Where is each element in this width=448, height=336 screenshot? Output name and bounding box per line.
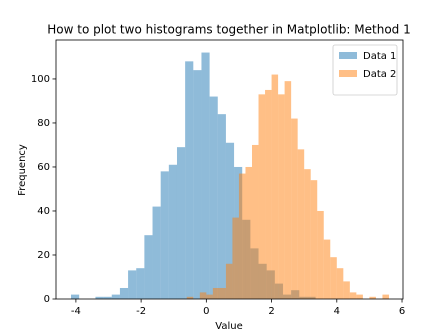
histogram-bar [209,96,218,299]
histogram-bar [225,263,233,299]
x-tick-label: 6 [399,306,405,317]
x-tick-label: -2 [136,306,146,317]
histogram-bar [265,89,272,299]
histogram-bar [144,235,153,299]
histogram-bar [349,292,357,299]
histogram-bar [291,118,298,299]
y-tick-label: 80 [37,118,50,129]
histogram-bar [111,294,120,299]
y-tick-label: 40 [37,206,50,217]
histogram-bar [369,296,376,299]
histogram-bar [201,52,210,299]
x-tick-label: -4 [71,306,81,317]
histogram-bar [219,287,226,299]
histogram-bar [304,169,311,299]
histogram-bar [284,81,292,299]
histogram-bar [176,147,186,299]
histogram-bar [217,114,226,299]
histogram-bar [206,294,213,299]
histogram-bar [103,296,112,299]
histogram-bar [343,281,350,299]
y-tick-label: 60 [37,162,50,173]
histogram-bar [297,149,305,299]
histogram-bar [323,239,331,299]
histogram-bar [95,296,104,299]
histogram-bar [258,94,266,299]
x-tick-label: 0 [203,306,209,317]
histogram-bar [193,70,202,300]
histogram-bar [168,164,177,299]
y-tick-label: 0 [44,294,50,305]
legend-label: Data 1 [363,51,396,62]
x-axis-label: Value [215,321,242,332]
histogram-bar [271,74,279,299]
histogram-bar [252,144,259,299]
histogram-bar [382,294,389,299]
chart-title: How to plot two histograms together in M… [47,23,411,37]
histogram-bar [185,61,194,300]
y-tick-label: 100 [31,74,50,85]
histogram-bar [238,173,246,299]
histogram-bar [199,292,207,299]
y-axis-label: Frequency [17,144,28,196]
legend-swatch [339,70,357,77]
histogram-bar [136,268,145,299]
legend-label: Data 2 [363,69,396,80]
histogram-bar [186,296,194,299]
y-tick-label: 20 [37,250,50,261]
histogram-bar [245,166,253,299]
histogram-bar [225,142,235,299]
histogram-bar [310,180,318,299]
histogram-bar [160,171,169,299]
plot-frame [55,39,404,300]
histogram-bar [330,257,337,299]
histogram-bar [119,287,129,299]
x-tick-label: 4 [334,306,340,317]
histogram-bar [356,294,363,299]
histogram-bar [278,94,285,299]
histogram-bar [212,287,220,299]
histogram-bar [232,217,239,299]
histogram-bar [317,210,324,299]
histogram-bar [71,294,80,299]
histogram-bar [336,268,344,299]
x-tick-label: 2 [268,306,274,317]
histogram-bar [152,206,161,299]
legend-swatch [339,52,357,59]
histogram-bar [128,270,137,299]
